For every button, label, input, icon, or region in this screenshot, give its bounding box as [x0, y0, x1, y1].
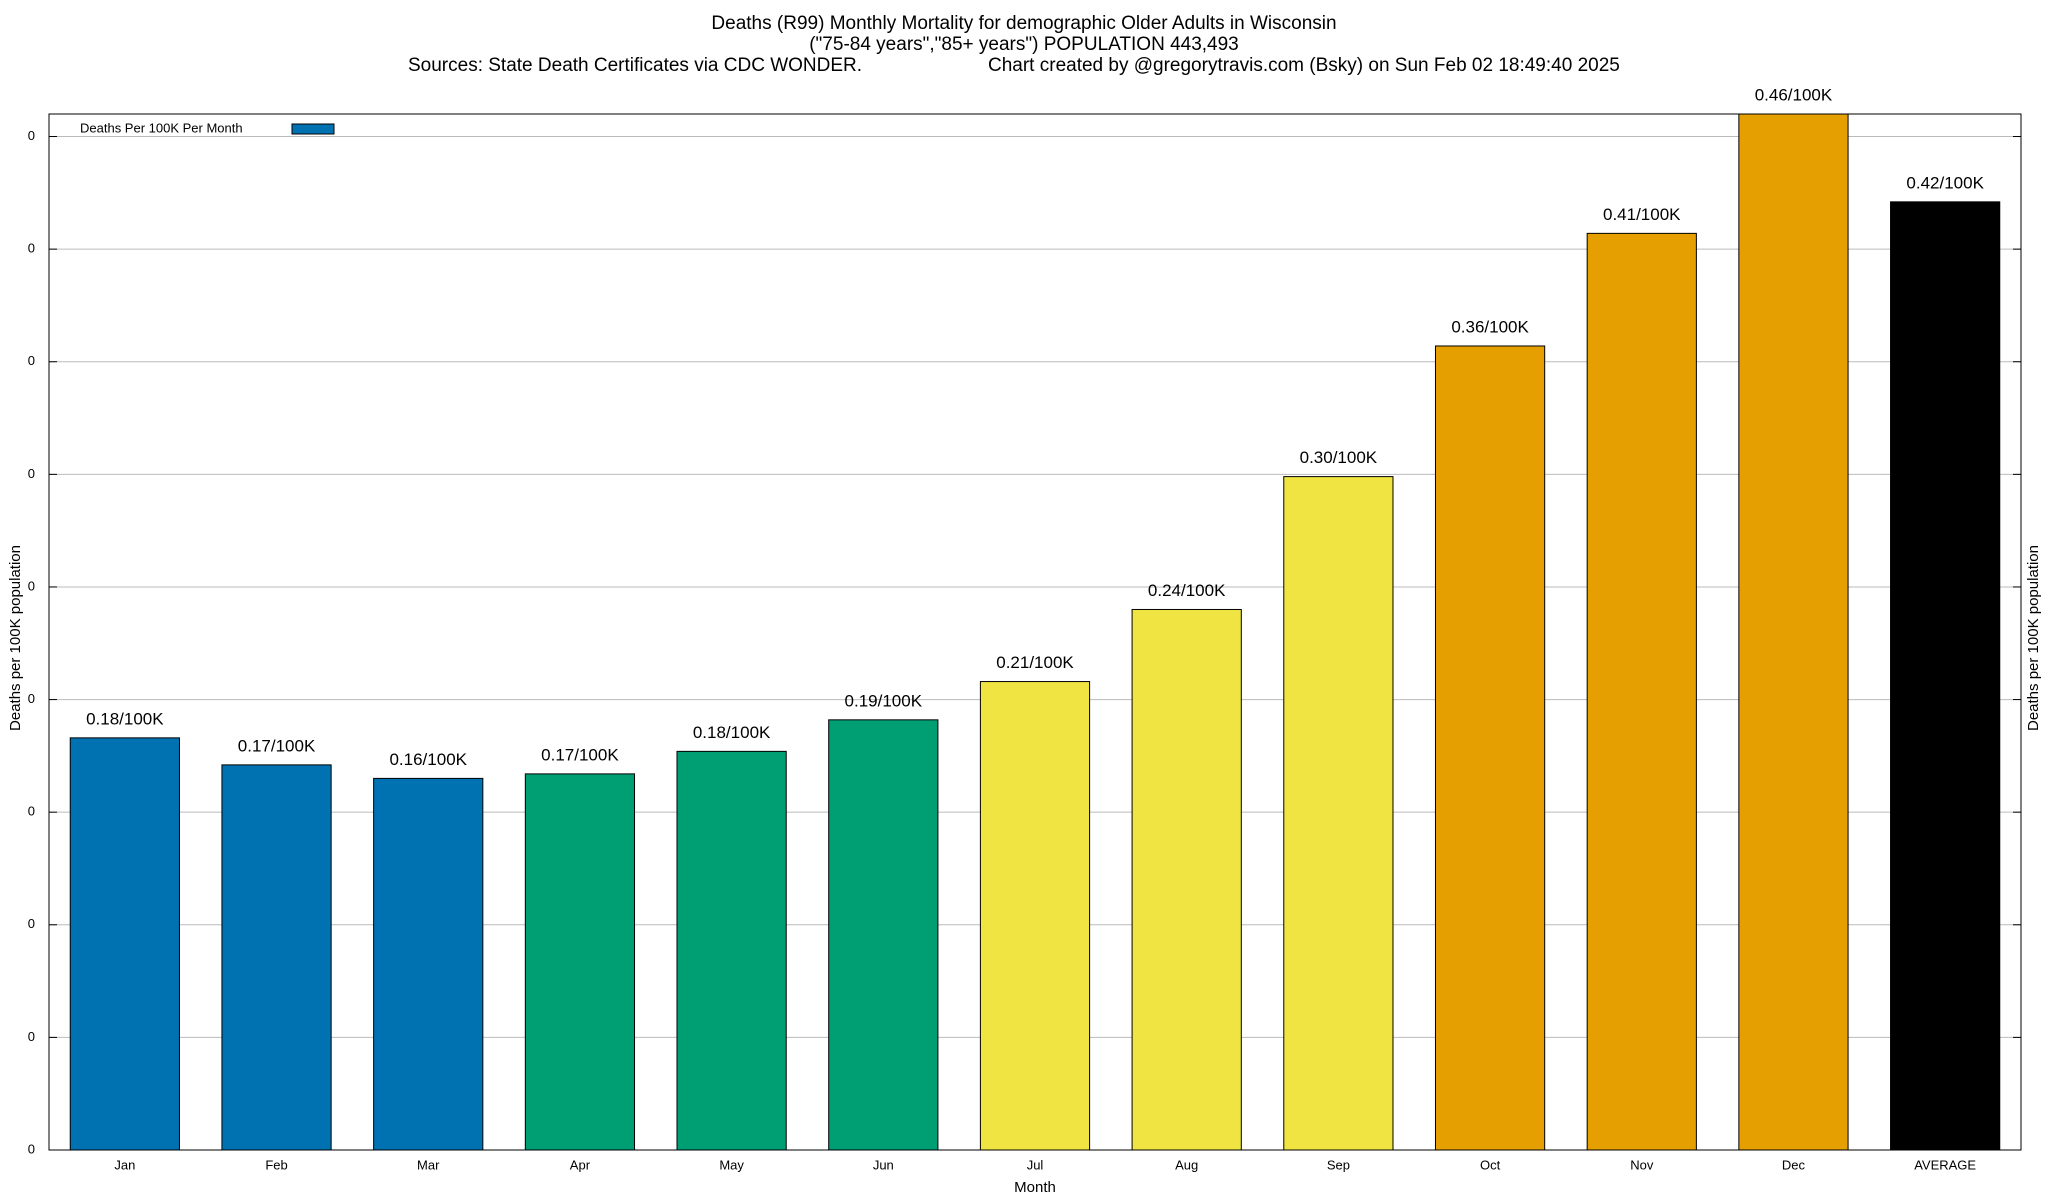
x-tick-label: Aug [1175, 1157, 1198, 1172]
bar [1586, 232, 1697, 1151]
bar [1890, 201, 2001, 1151]
value-label: 0.19/100K [845, 691, 923, 710]
plot-frame [48, 113, 2022, 1151]
value-label: 0.17/100K [541, 745, 619, 764]
x-tick-label: Oct [1480, 1157, 1501, 1172]
y-tick-label: 0 [28, 466, 35, 481]
bar [979, 681, 1091, 1151]
y-tick-label: 0 [28, 1029, 35, 1044]
y-tick-label: 0 [28, 691, 35, 706]
legend-label: Deaths Per 100K Per Month [80, 120, 243, 135]
y-tick-label: 0 [28, 1141, 35, 1156]
value-label: 0.18/100K [693, 723, 771, 742]
x-tick-label: Nov [1630, 1157, 1654, 1172]
bar [1434, 345, 1546, 1151]
y-tick-label: 0 [28, 578, 35, 593]
x-tick-label: Dec [1782, 1157, 1806, 1172]
chart-subtitle: ("75-84 years","85+ years") POPULATION 4… [809, 34, 1239, 55]
x-tick-label: AVERAGE [1914, 1157, 1976, 1172]
value-label: 0.18/100K [86, 709, 164, 728]
credit: Chart created by @gregorytravis.com (Bsk… [988, 55, 1620, 76]
value-label: 0.24/100K [1148, 581, 1226, 600]
y-tick-label: 0 [28, 916, 35, 931]
x-tick-label: Sep [1327, 1157, 1350, 1172]
x-tick-label: Jan [114, 1157, 135, 1172]
y-tick-label: 0 [28, 353, 35, 368]
y-axis-label: Deaths per 100K population [7, 545, 24, 731]
x-tick-label: Apr [570, 1157, 591, 1172]
bar [524, 773, 636, 1151]
x-tick-label: Feb [265, 1157, 287, 1172]
y-tick-label: 0 [28, 804, 35, 819]
value-label: 0.36/100K [1451, 317, 1529, 336]
bar [676, 750, 787, 1151]
value-label: 0.41/100K [1603, 205, 1681, 224]
y-tick-label: 0 [28, 128, 35, 143]
x-axis-label: Month [1014, 1179, 1056, 1196]
x-tick-label: Jun [873, 1157, 894, 1172]
chart-title: Deaths (R99) Monthly Mortality for demog… [711, 13, 1336, 34]
x-tick-label: May [719, 1157, 744, 1172]
bar [1283, 476, 1394, 1151]
value-label: 0.46/100K [1755, 85, 1833, 104]
value-label: 0.21/100K [996, 653, 1074, 672]
value-label: 0.17/100K [238, 736, 316, 755]
bar [1131, 608, 1242, 1151]
y-tick-label: 0 [28, 241, 35, 256]
bar [373, 777, 484, 1151]
value-label: 0.30/100K [1300, 448, 1378, 467]
sources: Sources: State Death Certificates via CD… [408, 55, 862, 76]
y2-axis-label: Deaths per 100K population [2025, 545, 2042, 731]
value-label: 0.16/100K [389, 750, 467, 769]
x-tick-label: Jul [1027, 1157, 1044, 1172]
bar [1738, 113, 1849, 1151]
bar [221, 764, 332, 1151]
value-label: 0.42/100K [1906, 173, 1984, 192]
bar [828, 719, 939, 1151]
legend-swatch [291, 123, 335, 135]
bar [69, 737, 180, 1151]
x-tick-label: Mar [417, 1157, 440, 1172]
